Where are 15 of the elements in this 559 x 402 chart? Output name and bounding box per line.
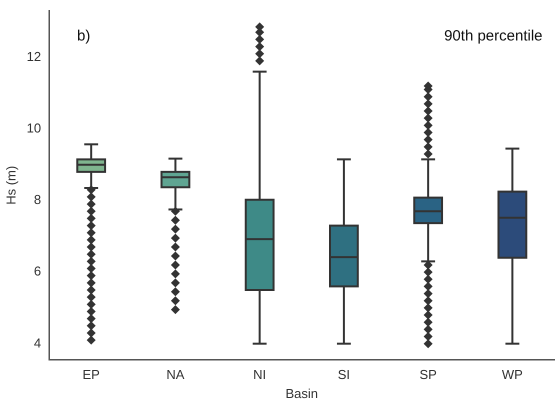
y-axis-title: Hs (m) [3,166,18,205]
y-tick-label: 10 [26,120,42,136]
x-tick-label: NA [166,367,185,382]
annotation: b) [77,27,90,44]
x-axis-title: Basin [286,386,318,401]
y-tick-label: 4 [34,335,42,350]
x-tick-label: SP [419,367,437,382]
y-tick-label: 6 [34,264,42,279]
x-tick-label: WP [502,367,523,382]
x-tick-label: NI [253,367,266,382]
x-tick-label: EP [82,367,100,382]
annotation: 90th percentile [444,27,542,44]
y-tick-label: 8 [34,192,42,208]
y-tick-label: 12 [26,48,42,64]
x-tick-label: SI [338,367,350,382]
